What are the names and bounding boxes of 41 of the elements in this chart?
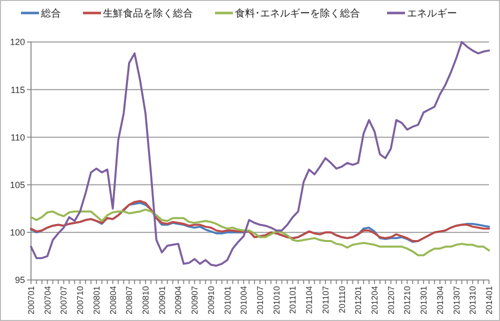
x-tick-label: 200904: [173, 286, 184, 314]
x-tick-label: 201101: [288, 286, 298, 314]
x-tick-label: 201310: [468, 286, 478, 314]
x-tick-label: 200710: [75, 286, 86, 314]
x-tick-label: 201210: [402, 286, 412, 314]
x-tick-label: 201110: [336, 286, 347, 314]
x-tick-label: 201004: [238, 286, 249, 314]
legend-label: 食料･エネルギーを除く総合: [235, 8, 360, 20]
x-tick-label: 200704: [42, 286, 52, 314]
x-tick-label: 201007: [254, 286, 265, 314]
y-tick-label: 120: [10, 37, 25, 48]
x-tick-label: 200707: [58, 286, 69, 314]
x-tick-label: 200810: [140, 286, 150, 314]
y-tick-label: 115: [10, 84, 25, 95]
y-tick-label: 110: [10, 132, 25, 142]
x-tick-label: 201201: [353, 286, 364, 314]
x-tick-label: 201304: [434, 286, 445, 314]
legend-label: 生鮮食品を除く総合: [103, 8, 193, 20]
x-tick-label: 200907: [190, 286, 200, 314]
x-tick-label: 201307: [451, 286, 462, 314]
y-tick-label: 100: [10, 228, 25, 238]
x-tick-label: 200804: [108, 286, 118, 314]
x-tick-label: 201107: [320, 286, 330, 314]
line-series: [30, 208, 490, 256]
x-tick-label: 201104: [304, 286, 314, 314]
x-tick-label: 201207: [386, 286, 396, 314]
x-tick-label: 200901: [156, 286, 167, 314]
x-tick-label: 201401: [484, 286, 494, 314]
x-tick-label: 200910: [206, 286, 216, 314]
line-series: [30, 41, 490, 267]
legend-label: エネルギー: [407, 8, 457, 20]
x-tick-label: 200701: [26, 286, 36, 314]
x-tick-label: 201001: [222, 286, 232, 314]
x-tick-label: 201204: [369, 286, 380, 314]
y-tick-label: 95: [14, 275, 25, 286]
y-tick-label: 105: [10, 180, 25, 190]
x-tick-label: 201301: [418, 286, 429, 314]
x-tick-label: 200801: [91, 286, 102, 314]
x-tick-label: 200807: [124, 286, 134, 314]
legend-label: 総合: [40, 8, 61, 20]
x-tick-label: 201010: [271, 286, 282, 314]
